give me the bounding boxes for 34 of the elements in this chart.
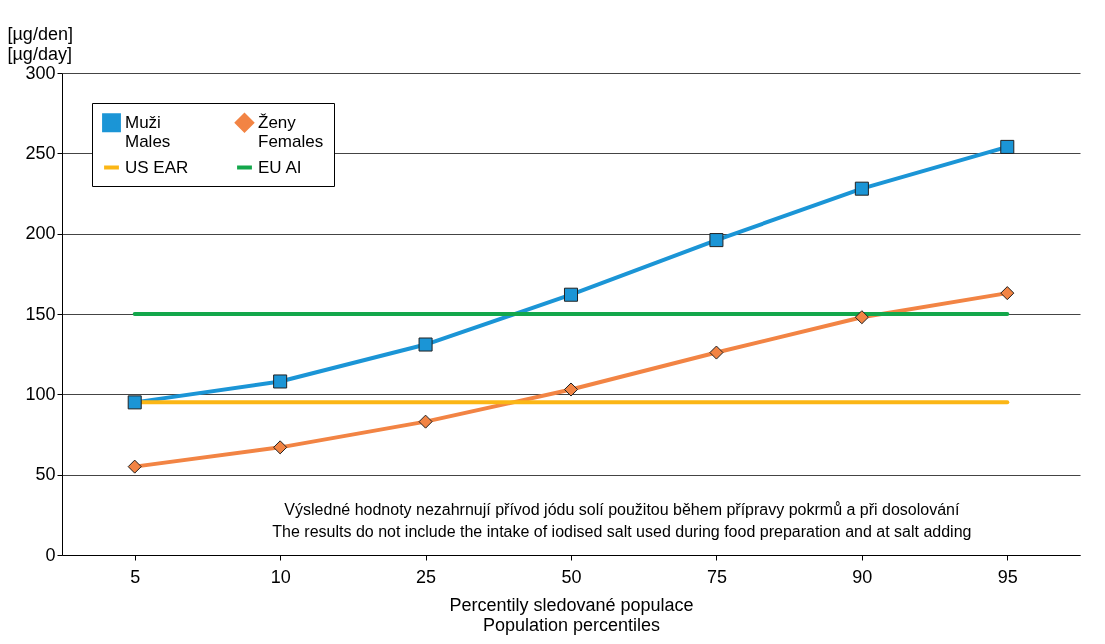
point <box>273 440 288 455</box>
y-tick-label: 150 <box>25 303 56 324</box>
x-axis-title: Percentily sledované populace Population percentiles <box>449 594 694 635</box>
point <box>1000 139 1015 154</box>
annotation: Výsledné hodnoty nezahrnují přívod jódu solí použitou během přípravy pokrmů a při dosolování The results do not include the intake of iodised salt used during food preparation and at salt adding <box>272 500 972 540</box>
legend-label: US EAR <box>125 157 189 177</box>
point <box>127 459 142 474</box>
x-tick-label: 95 <box>997 566 1018 587</box>
x-tick-label: 10 <box>270 566 291 587</box>
y-tick-label: 250 <box>25 142 56 163</box>
y-axis-title: [µg/den] [µg/day] <box>7 23 73 64</box>
point <box>563 382 579 397</box>
point <box>1000 286 1015 301</box>
y-tick-label: 50 <box>35 464 56 485</box>
x-tick-label: 75 <box>706 566 727 587</box>
point <box>709 233 724 248</box>
x-tick-label: 25 <box>416 566 437 587</box>
point <box>418 414 433 429</box>
x-tick-label: 5 <box>130 566 141 587</box>
point <box>854 181 869 196</box>
legend-label: EU AI <box>258 157 302 177</box>
x-tick-label: 90 <box>852 566 873 587</box>
point <box>563 287 579 302</box>
x-tick-label: 50 <box>561 566 582 587</box>
y-tick-label: 0 <box>45 544 56 565</box>
point <box>709 345 724 360</box>
point <box>418 337 433 352</box>
point <box>854 310 869 325</box>
legend-label: Muži Males <box>125 112 171 151</box>
legend-label: Ženy Females <box>258 112 324 151</box>
y-tick-label: 200 <box>25 223 56 244</box>
point <box>127 395 142 410</box>
y-tick-label: 100 <box>25 383 56 404</box>
point <box>273 374 288 389</box>
